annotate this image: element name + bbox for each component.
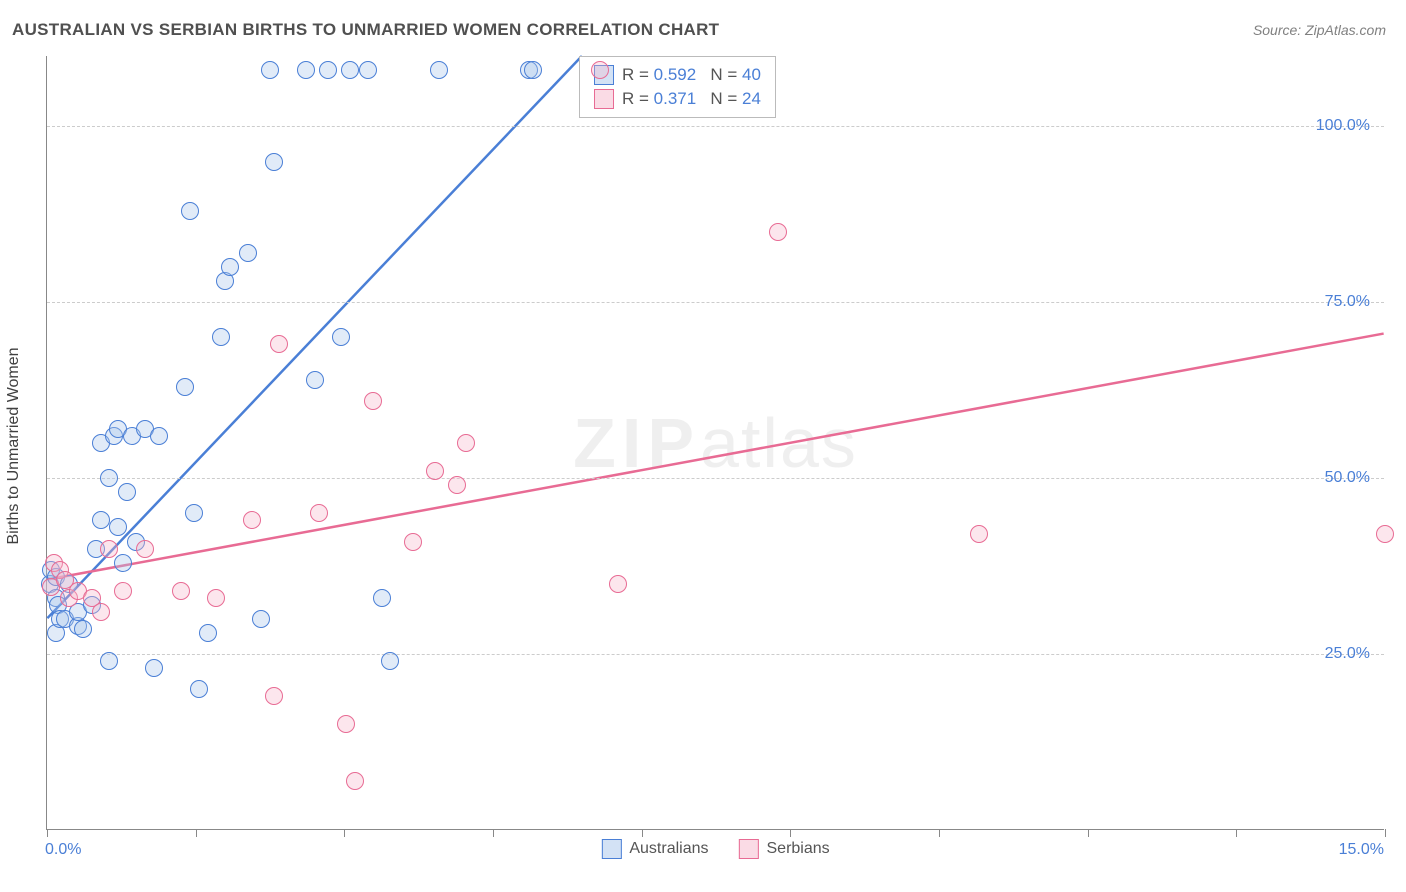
stat-legend: R = 0.592 N = 40 R = 0.371 N = 24	[579, 56, 776, 118]
gridline	[47, 302, 1384, 303]
data-point	[457, 434, 475, 452]
x-tick	[196, 829, 197, 837]
data-point	[243, 511, 261, 529]
gridline	[47, 478, 1384, 479]
data-point	[221, 258, 239, 276]
data-point	[207, 589, 225, 607]
data-point	[185, 504, 203, 522]
x-tick	[1236, 829, 1237, 837]
watermark-rest: atlas	[700, 404, 858, 482]
data-point	[364, 392, 382, 410]
x-tick	[47, 829, 48, 837]
bottom-legend-item: Australians	[601, 839, 708, 859]
data-point	[609, 575, 627, 593]
data-point	[426, 462, 444, 480]
bottom-legend-label: Serbians	[767, 840, 830, 858]
data-point	[181, 202, 199, 220]
data-point	[190, 680, 208, 698]
y-tick-label: 75.0%	[1325, 293, 1370, 311]
x-axis-min-label: 0.0%	[45, 841, 81, 859]
data-point	[100, 469, 118, 487]
y-axis-title: Births to Unmarried Women	[5, 347, 23, 544]
data-point	[337, 715, 355, 733]
x-axis-max-label: 15.0%	[1339, 841, 1384, 859]
data-point	[118, 483, 136, 501]
data-point	[100, 652, 118, 670]
bottom-legend-item: Serbians	[739, 839, 830, 859]
data-point	[145, 659, 163, 677]
bottom-legend-label: Australians	[629, 840, 708, 858]
data-point	[524, 61, 542, 79]
data-point	[373, 589, 391, 607]
data-point	[381, 652, 399, 670]
data-point	[306, 371, 324, 389]
data-point	[265, 153, 283, 171]
trend-line	[47, 334, 1383, 580]
data-point	[591, 61, 609, 79]
x-tick	[1088, 829, 1089, 837]
gridline	[47, 126, 1384, 127]
stat-legend-row: R = 0.371 N = 24	[594, 87, 761, 111]
data-point	[448, 476, 466, 494]
data-point	[341, 61, 359, 79]
y-tick-label: 25.0%	[1325, 645, 1370, 663]
chart-title: AUSTRALIAN VS SERBIAN BIRTHS TO UNMARRIE…	[12, 20, 719, 40]
source-attribution: Source: ZipAtlas.com	[1253, 22, 1386, 38]
stat-legend-text: R = 0.592 N = 40	[622, 65, 761, 85]
data-point	[172, 582, 190, 600]
y-tick-label: 50.0%	[1325, 469, 1370, 487]
data-point	[92, 603, 110, 621]
stat-legend-row: R = 0.592 N = 40	[594, 63, 761, 87]
gridline	[47, 654, 1384, 655]
data-point	[346, 772, 364, 790]
data-point	[150, 427, 168, 445]
x-tick	[642, 829, 643, 837]
data-point	[239, 244, 257, 262]
stat-legend-text: R = 0.371 N = 24	[622, 89, 761, 109]
trend-lines-svg	[47, 56, 1384, 829]
data-point	[265, 687, 283, 705]
data-point	[114, 582, 132, 600]
x-tick	[344, 829, 345, 837]
data-point	[359, 61, 377, 79]
data-point	[404, 533, 422, 551]
legend-swatch	[594, 89, 614, 109]
x-tick	[1385, 829, 1386, 837]
plot-area: ZIPatlas R = 0.592 N = 40 R = 0.371 N = 2…	[46, 56, 1384, 830]
data-point	[199, 624, 217, 642]
x-tick	[790, 829, 791, 837]
data-point	[332, 328, 350, 346]
trend-line	[47, 56, 582, 618]
data-point	[252, 610, 270, 628]
data-point	[769, 223, 787, 241]
data-point	[176, 378, 194, 396]
y-tick-label: 100.0%	[1316, 117, 1370, 135]
data-point	[1376, 525, 1394, 543]
x-tick	[939, 829, 940, 837]
watermark-bold: ZIP	[573, 404, 700, 482]
data-point	[114, 554, 132, 572]
data-point	[109, 518, 127, 536]
legend-swatch	[739, 839, 759, 859]
data-point	[430, 61, 448, 79]
data-point	[270, 335, 288, 353]
data-point	[92, 511, 110, 529]
data-point	[261, 61, 279, 79]
data-point	[100, 540, 118, 558]
data-point	[297, 61, 315, 79]
data-point	[970, 525, 988, 543]
legend-swatch	[601, 839, 621, 859]
data-point	[319, 61, 337, 79]
data-point	[310, 504, 328, 522]
bottom-legend: Australians Serbians	[601, 839, 829, 859]
data-point	[136, 540, 154, 558]
x-tick	[493, 829, 494, 837]
data-point	[74, 620, 92, 638]
data-point	[212, 328, 230, 346]
watermark: ZIPatlas	[573, 403, 858, 483]
